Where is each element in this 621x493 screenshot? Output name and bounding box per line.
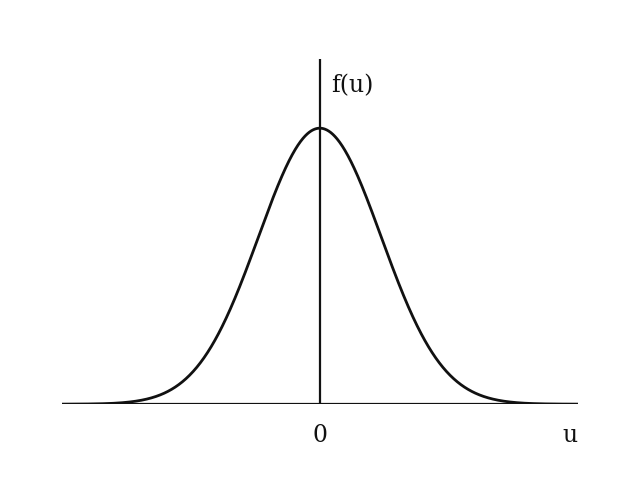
Text: f(u): f(u) [331, 75, 373, 98]
Text: 0: 0 [312, 423, 327, 447]
Text: u: u [562, 423, 578, 447]
